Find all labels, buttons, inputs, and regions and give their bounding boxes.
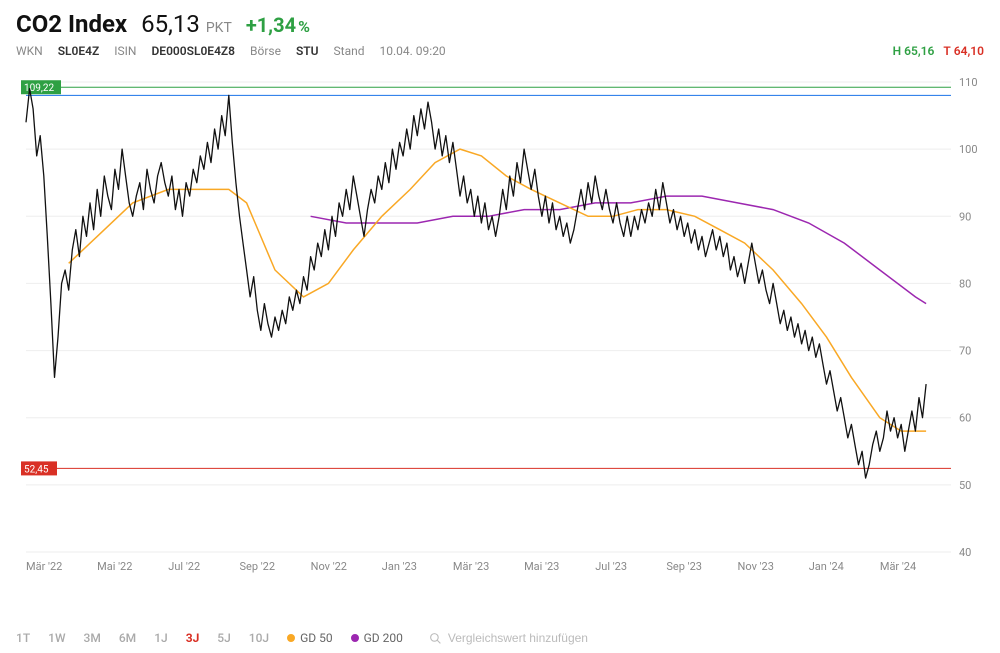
range-10j[interactable]: 10J [249, 631, 269, 645]
stand-label: Stand [334, 44, 365, 58]
gd50-dot [287, 634, 295, 642]
chart-footer: 1T 1W 3M 6M 1J 3J 5J 10J GD 50 GD 200 [16, 631, 984, 645]
chart-header: CO2 Index 65,13 PKT +1,34 % [16, 10, 984, 38]
compare-wrap[interactable] [429, 631, 648, 645]
svg-text:Nov '22: Nov '22 [311, 560, 347, 573]
compare-input[interactable] [448, 631, 648, 645]
svg-text:Jan '23: Jan '23 [382, 560, 417, 573]
svg-text:Mai '22: Mai '22 [97, 560, 132, 573]
gd50-label: GD 50 [300, 631, 333, 645]
high-label: H [893, 44, 902, 58]
wkn-value: SL0E4Z [58, 44, 100, 58]
price-unit: PKT [206, 20, 232, 36]
svg-text:Nov '23: Nov '23 [738, 560, 774, 573]
svg-text:90: 90 [959, 210, 971, 223]
svg-text:40: 40 [959, 546, 971, 559]
borse-label: Börse [250, 44, 281, 58]
svg-text:Jul '23: Jul '23 [595, 560, 627, 573]
range-5j[interactable]: 5J [217, 631, 231, 645]
svg-text:110: 110 [959, 76, 978, 89]
wkn-label: WKN [16, 44, 43, 58]
range-1t[interactable]: 1T [16, 631, 30, 645]
svg-text:80: 80 [959, 277, 971, 290]
legend-gd200[interactable]: GD 200 [351, 631, 403, 645]
high-low-display: H 65,16 T 64,10 [893, 44, 984, 58]
chart-svg: 40 50 60 70 80 90 100 110 Mär '22 Mai '22 Jul '22 S… [16, 62, 984, 602]
meta-row: WKN SL0E4Z ISIN DE000SL0E4Z8 Börse STU S… [16, 44, 984, 58]
range-6m[interactable]: 6M [119, 631, 136, 645]
svg-text:Jul '22: Jul '22 [168, 560, 200, 573]
svg-text:Mär '23: Mär '23 [453, 560, 489, 573]
isin-value: DE000SL0E4Z8 [151, 44, 235, 58]
search-icon [429, 632, 442, 645]
low-value: 64,10 [954, 44, 984, 58]
svg-text:52,45: 52,45 [24, 464, 49, 475]
svg-text:Mär '22: Mär '22 [26, 560, 62, 573]
svg-text:Sep '22: Sep '22 [239, 560, 275, 573]
isin-label: ISIN [114, 44, 136, 58]
svg-text:Sep '23: Sep '23 [666, 560, 702, 573]
change-value: +1,34 [246, 13, 296, 37]
price-value: 65,13 [141, 10, 200, 38]
low-label: T [943, 44, 950, 58]
svg-text:Jan '24: Jan '24 [809, 560, 844, 573]
legend-gd50[interactable]: GD 50 [287, 631, 333, 645]
svg-text:100: 100 [959, 143, 978, 156]
chart-plot-area[interactable]: 40 50 60 70 80 90 100 110 Mär '22 Mai '22 Jul '22 S… [16, 62, 984, 602]
range-1w[interactable]: 1W [48, 631, 65, 645]
svg-text:60: 60 [959, 412, 971, 425]
change-unit: % [298, 17, 310, 36]
svg-text:70: 70 [959, 345, 971, 358]
high-value: 65,16 [904, 44, 934, 58]
stand-value: 10.04. 09:20 [380, 44, 446, 58]
gd200-dot [351, 634, 359, 642]
borse-value: STU [296, 44, 319, 58]
range-1j[interactable]: 1J [154, 631, 168, 645]
range-3j[interactable]: 3J [186, 631, 200, 645]
svg-text:Mär '24: Mär '24 [880, 560, 916, 573]
range-3m[interactable]: 3M [84, 631, 101, 645]
svg-text:50: 50 [959, 479, 971, 492]
chart-title: CO2 Index [16, 10, 127, 38]
svg-text:Mai '23: Mai '23 [524, 560, 559, 573]
gd200-label: GD 200 [364, 631, 403, 645]
